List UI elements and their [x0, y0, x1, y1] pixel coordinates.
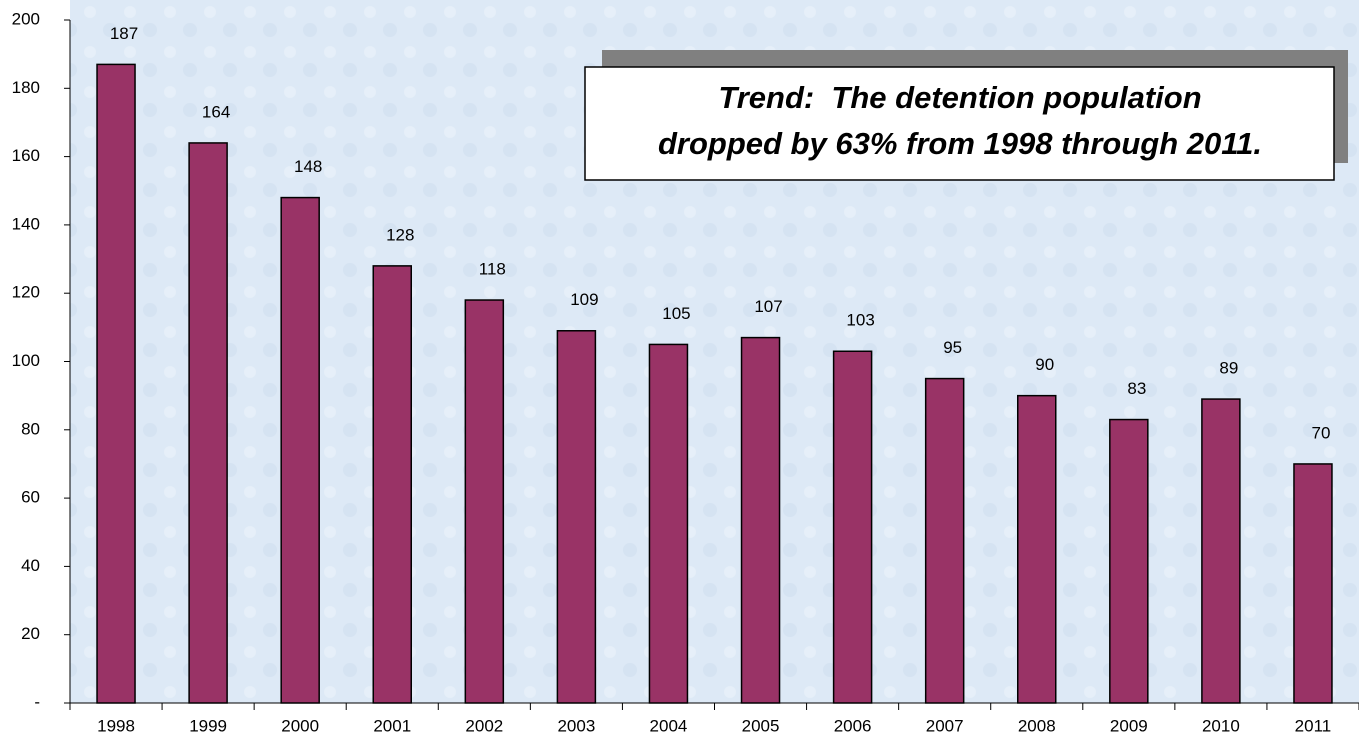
data-label: 187 [110, 24, 138, 43]
x-tick-label: 2006 [834, 716, 872, 735]
y-tick-label: 180 [12, 78, 40, 97]
bar [648, 343, 689, 704]
x-tick-label: 1999 [189, 716, 227, 735]
data-label: 164 [202, 102, 230, 121]
y-tick-label: 160 [12, 146, 40, 165]
y-tick-label: 80 [21, 419, 40, 438]
y-tick-label: 60 [21, 488, 40, 507]
bar [832, 350, 873, 704]
x-tick-label: 2002 [465, 716, 503, 735]
data-label: 83 [1127, 379, 1146, 398]
x-tick-label: 2000 [281, 716, 319, 735]
data-label: 90 [1035, 355, 1054, 374]
x-tick-label: 2005 [742, 716, 780, 735]
data-label: 148 [294, 157, 322, 176]
bar [1109, 418, 1149, 704]
annotation-line: dropped by 63% from 1998 through 2011. [658, 126, 1262, 161]
data-label: 89 [1219, 359, 1238, 378]
bar [740, 336, 781, 704]
x-tick-label: 2009 [1110, 716, 1148, 735]
x-tick-label: 2010 [1202, 716, 1240, 735]
bar [1201, 398, 1241, 704]
data-label: 103 [846, 311, 874, 330]
bar [924, 377, 965, 704]
y-tick-label: - [34, 692, 40, 711]
bar [464, 299, 505, 704]
x-tick-label: 2004 [650, 716, 688, 735]
y-tick-label: 120 [12, 283, 40, 302]
y-tick-label: 200 [12, 9, 40, 28]
bar [280, 196, 320, 704]
bar [1017, 394, 1057, 704]
x-tick-label: 2001 [373, 716, 411, 735]
bar [556, 330, 597, 704]
y-tick-label: 40 [21, 556, 40, 575]
data-label: 118 [479, 260, 506, 279]
y-tick-label: 100 [12, 351, 40, 370]
data-label: 105 [662, 304, 690, 323]
data-label: 70 [1312, 423, 1331, 442]
data-label: 128 [386, 225, 414, 244]
data-label: 109 [570, 290, 598, 309]
x-tick-label: 2007 [926, 716, 964, 735]
y-tick-label: 140 [12, 214, 40, 233]
x-tick-label: 1998 [97, 716, 135, 735]
x-tick-label: 2011 [1295, 716, 1332, 735]
y-tick-label: 20 [21, 624, 40, 643]
data-label: 95 [943, 338, 962, 357]
data-label: 107 [754, 297, 782, 316]
bar [96, 63, 136, 704]
bar [1293, 463, 1333, 704]
x-tick-label: 2003 [557, 716, 595, 735]
annotation-line: Trend: The detention population [718, 80, 1201, 115]
bar [188, 142, 228, 704]
annotation-box [584, 66, 1335, 181]
bar [372, 265, 412, 704]
x-tick-label: 2008 [1018, 716, 1056, 735]
